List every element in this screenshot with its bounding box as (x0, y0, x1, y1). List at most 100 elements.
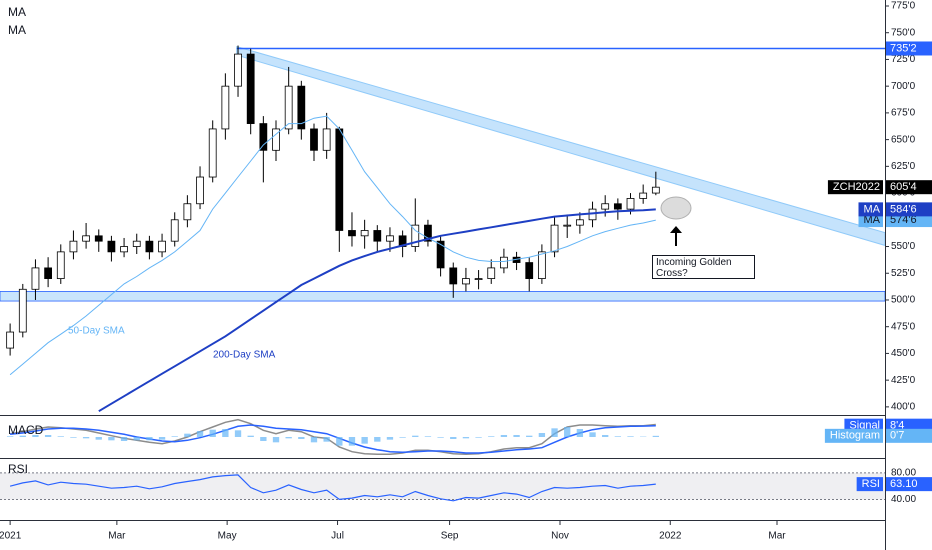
candle-body (297, 85, 306, 130)
histogram-bar (374, 437, 381, 442)
candle-body (626, 198, 635, 210)
macd-pane (6, 418, 660, 456)
histogram-bar (32, 435, 39, 437)
tag-name: Signal (849, 420, 880, 432)
legend-entry: MA (8, 23, 26, 37)
y-tick-label: 500'0 (891, 295, 916, 306)
candle-body (538, 251, 546, 279)
price-tag-label: 8'4 (890, 420, 904, 432)
histogram-bar (19, 435, 26, 437)
candle-body (386, 235, 394, 242)
y-tick-label: 475'0 (891, 321, 916, 332)
histogram-bar (386, 437, 394, 440)
candle-body (208, 128, 217, 178)
histogram-bar (260, 437, 267, 441)
x-tick-label: Sep (441, 531, 459, 542)
histogram-bar (70, 437, 77, 438)
candle-body (44, 267, 52, 279)
y-tick-label: 40.00 (891, 494, 916, 505)
x-tick-label: Mar (108, 531, 126, 542)
y-tick-label: 775'0 (891, 1, 916, 12)
histogram-bar (500, 435, 508, 437)
candle-body (158, 240, 166, 253)
histogram-bar (310, 437, 318, 443)
sma-annotation: 50-Day SMA (68, 326, 125, 337)
candle-body (18, 288, 27, 333)
tag-name: Histogram (830, 430, 880, 442)
candle-body (82, 235, 90, 242)
candle-body (474, 278, 483, 280)
candle-body (107, 240, 116, 253)
price-tag-label: 735'2 (890, 42, 917, 54)
histogram-bar (336, 437, 343, 446)
histogram-bar (298, 437, 305, 439)
tag-name-box (858, 202, 883, 217)
histogram-bar (576, 429, 584, 437)
candle-body (132, 240, 141, 247)
histogram-bar (196, 431, 204, 437)
y-tick-label: 625'0 (891, 161, 916, 172)
candle-body (69, 240, 78, 253)
x-tick-label: Nov (551, 531, 569, 542)
arrow-head (670, 226, 682, 233)
candle-body (272, 128, 280, 151)
candle-body (335, 128, 344, 231)
candle-body (575, 219, 584, 226)
histogram-bar (538, 433, 546, 437)
candle-body (449, 267, 458, 285)
histogram-bar (82, 437, 90, 439)
histogram-bar (158, 437, 166, 440)
price-tag (886, 213, 932, 228)
histogram-bar (234, 430, 242, 437)
cross-marker (660, 196, 692, 220)
x-tick-label: Jul (331, 531, 344, 542)
y-tick-label: 550'0 (891, 241, 916, 252)
candle-body (6, 331, 15, 349)
histogram-bar (424, 436, 432, 437)
candle-body (639, 192, 648, 199)
candle-body (31, 267, 40, 290)
histogram-bar (614, 436, 622, 437)
sma-annotation: 200-Day SMA (213, 350, 276, 361)
legend-entry: MA (8, 5, 26, 19)
y-tick-label: 675'0 (891, 108, 916, 119)
candle-body (563, 224, 572, 227)
candle-body (259, 123, 268, 151)
candle-body (525, 262, 534, 279)
y-tick-label: 450'0 (891, 348, 916, 359)
tag-name-box (858, 213, 883, 228)
y-tick-label: 650'0 (891, 134, 916, 145)
histogram-bar (184, 433, 191, 437)
histogram-bar (6, 436, 14, 437)
price-tag (886, 202, 932, 217)
candle-body (550, 224, 559, 253)
rsi-line (9, 474, 656, 502)
price-tag-label: 605'4 (890, 181, 917, 193)
price-tag-label: 63.10 (890, 478, 918, 490)
candle-body (94, 235, 103, 242)
y-tick-label: 750'0 (891, 27, 916, 38)
tag-name: ZCH2022 (833, 181, 880, 193)
candle-body (170, 219, 179, 242)
histogram-bar (222, 429, 229, 437)
y-tick-label: 425'0 (891, 375, 916, 386)
histogram-bar (285, 437, 292, 439)
candle-body (56, 251, 65, 279)
candle-body (234, 53, 242, 87)
histogram-bar (526, 435, 533, 437)
annotation-box: Incoming Golden Cross? (652, 255, 755, 279)
candle-body (436, 240, 445, 269)
price-tag (886, 428, 932, 443)
y-tick-label: 700'0 (891, 81, 916, 92)
histogram-bar (475, 437, 482, 438)
candle-body (500, 256, 508, 269)
candle-body (411, 224, 420, 247)
histogram-bar (133, 437, 140, 441)
tag-name: MA (864, 203, 881, 215)
histogram-bar (361, 437, 368, 444)
candle-body (651, 186, 660, 194)
tag-name-box (824, 428, 883, 443)
candle-body (183, 203, 192, 221)
histogram-bar (108, 437, 115, 441)
